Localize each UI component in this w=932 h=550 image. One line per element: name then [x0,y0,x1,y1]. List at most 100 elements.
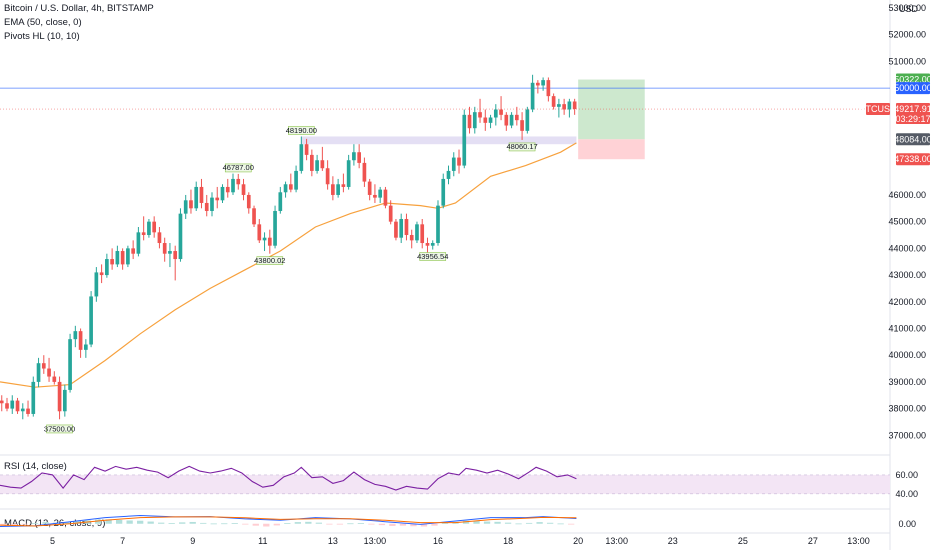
time-tick: 18 [503,536,513,546]
candle [320,146,325,171]
pivot-box [508,142,536,152]
price-tag-box [896,82,930,95]
candle-body [472,112,477,129]
macd-histogram-bar [94,519,102,524]
currency-label: USD [899,4,919,14]
candle [536,80,540,94]
candle [73,325,78,348]
candle-body [488,117,493,123]
symbol-legend: Bitcoin / U.S. Dollar, 4h, BITSTAMP [4,3,154,14]
candle [189,189,193,214]
candle-body [267,237,272,246]
candle [299,136,304,174]
candle [36,357,41,388]
candle [225,178,230,198]
macd-histogram-bar [389,523,396,526]
candle-body [105,259,109,276]
macd-histogram-bar [63,522,70,524]
time-tick: 13:00 [847,536,870,546]
candle [0,395,4,412]
time-tick: 13 [328,536,338,546]
candle [462,109,467,169]
macd-histogram-bar [473,521,480,524]
candle [120,248,125,270]
macd-histogram-bar [200,522,207,524]
candle-body [0,400,4,404]
price-tick: 40000.00 [888,350,926,360]
candle-body [78,331,83,350]
pivot-label: 46787.00 [223,163,254,172]
candle-body [499,109,503,115]
candle-body [383,189,388,206]
time-tick: 16 [433,536,443,546]
candle [346,154,351,190]
price-tag-value: 50322.00 [894,75,932,85]
candle [341,173,346,193]
candle-body [451,157,456,171]
zones-layer [0,0,891,550]
candle-body [199,186,204,203]
candle [278,186,283,214]
candle-body [483,117,488,123]
rsi-tick: 40.00 [895,489,918,499]
candle-body [536,82,540,86]
candle [84,339,88,358]
candle-body [183,200,188,214]
candle [504,112,509,131]
candle [126,245,130,268]
candle [194,181,199,211]
price-axis[interactable]: 53000.00 52000.00 51000.00 46000.00 45000.00… [859,3,931,529]
candle-body [194,186,199,209]
candle [509,112,514,129]
time-tick: 27 [808,536,818,546]
macd-histogram-bar [273,523,280,526]
pivot-box [288,126,315,135]
macd-histogram-bar [179,522,186,524]
pivot-label: 48190.00 [286,126,317,135]
countdown-value: 03:29:17 [895,114,930,124]
candle [378,186,383,203]
candle-body [367,181,372,195]
candle-body [26,408,30,414]
candle-body [262,237,267,241]
candle [162,237,167,262]
candle [388,200,393,225]
candle-body [572,101,577,110]
macd-histogram-bar [31,523,39,524]
time-tick: 11 [258,536,267,546]
candle [157,227,162,249]
candle-body [493,109,498,118]
candle [572,98,577,115]
pivot-label: 48060.17 [506,142,537,151]
price-tag-box [896,133,930,146]
price-tag-value: 50000.00 [894,83,932,93]
candles-layer [0,74,577,420]
pivots-layer: 37500.00 46787.00 43800.02 48190.00 43956.54… [44,126,538,434]
candle [446,165,451,185]
pivot-text: 43800.02 [254,256,285,265]
candle-body [399,218,404,238]
candle-body [57,381,62,412]
candle-body [204,202,209,211]
candle [310,149,314,177]
candle [283,181,288,198]
candle [57,376,62,420]
candle [115,245,120,268]
candle [488,114,493,129]
candle [89,291,93,348]
macd-signal-line [0,516,577,527]
candle-body [457,157,461,166]
pivot-text: 46787.00 [223,163,254,172]
candle-body [520,120,524,131]
candle [551,93,556,110]
symbol-tag-text: BTCUSD [859,104,897,114]
candle-body [157,232,162,244]
macd-histogram-bar [504,522,512,524]
rsi-legend: RSI (14, close) [4,461,67,472]
macd-tick: 0.00 [898,519,916,529]
time-axis[interactable]: 5 7 9 11 13 13:00 16 18 20 13:00 23 25 27 13:00 [50,536,870,546]
candle-body [357,152,361,163]
candle-body [425,243,430,246]
candle [15,397,20,414]
